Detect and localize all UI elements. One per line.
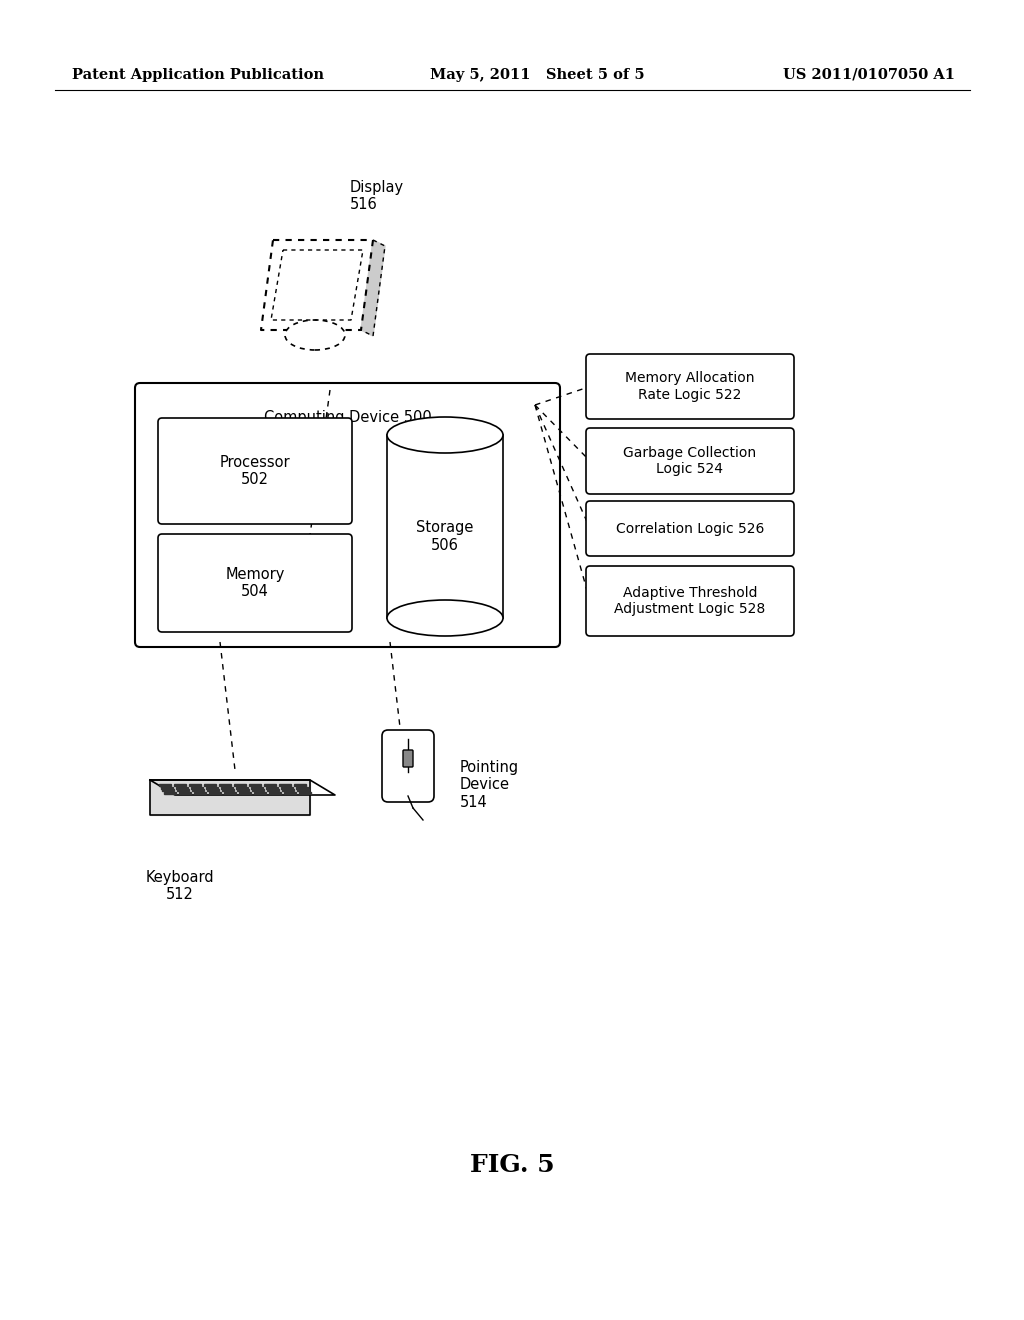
Text: May 5, 2011   Sheet 5 of 5: May 5, 2011 Sheet 5 of 5 [430, 69, 645, 82]
Polygon shape [221, 787, 232, 788]
Text: US 2011/0107050 A1: US 2011/0107050 A1 [783, 69, 955, 82]
FancyBboxPatch shape [586, 502, 794, 556]
FancyBboxPatch shape [403, 750, 413, 767]
Text: Computing Device 500: Computing Device 500 [263, 411, 431, 425]
Polygon shape [250, 784, 261, 785]
Polygon shape [190, 787, 203, 788]
Polygon shape [176, 787, 187, 788]
FancyBboxPatch shape [158, 418, 352, 524]
Polygon shape [294, 784, 306, 785]
Polygon shape [252, 789, 264, 791]
Polygon shape [193, 789, 204, 791]
Polygon shape [280, 784, 292, 785]
Polygon shape [177, 789, 189, 791]
Polygon shape [207, 789, 219, 791]
Text: Memory
504: Memory 504 [225, 566, 285, 599]
Polygon shape [299, 792, 310, 795]
Polygon shape [206, 787, 218, 788]
Text: FIG. 5: FIG. 5 [470, 1152, 554, 1177]
Polygon shape [239, 792, 251, 795]
Polygon shape [194, 792, 206, 795]
Polygon shape [267, 789, 280, 791]
Polygon shape [161, 787, 173, 788]
Polygon shape [264, 784, 276, 785]
Text: Pointing
Device
514: Pointing Device 514 [460, 760, 519, 809]
Polygon shape [296, 787, 308, 788]
Polygon shape [150, 780, 335, 795]
Polygon shape [150, 780, 310, 814]
Text: Patent Application Publication: Patent Application Publication [72, 69, 324, 82]
Polygon shape [266, 787, 278, 788]
Polygon shape [268, 792, 281, 795]
FancyBboxPatch shape [586, 354, 794, 418]
Ellipse shape [387, 417, 503, 453]
Text: Display
516: Display 516 [350, 180, 404, 213]
Polygon shape [205, 784, 216, 785]
Polygon shape [251, 787, 263, 788]
FancyBboxPatch shape [586, 428, 794, 494]
Text: Garbage Collection
Logic 524: Garbage Collection Logic 524 [624, 446, 757, 477]
FancyBboxPatch shape [382, 730, 434, 803]
Polygon shape [281, 787, 293, 788]
Polygon shape [283, 789, 294, 791]
Polygon shape [254, 792, 265, 795]
Polygon shape [174, 784, 186, 785]
FancyBboxPatch shape [586, 566, 794, 636]
Text: Processor
502: Processor 502 [220, 455, 291, 487]
Ellipse shape [387, 601, 503, 636]
Text: Keyboard
512: Keyboard 512 [145, 870, 214, 903]
Polygon shape [284, 792, 296, 795]
Text: Memory Allocation
Rate Logic 522: Memory Allocation Rate Logic 522 [626, 371, 755, 401]
Polygon shape [361, 240, 385, 337]
Polygon shape [164, 792, 175, 795]
Text: Correlation Logic 526: Correlation Logic 526 [615, 521, 764, 536]
Text: Storage
506: Storage 506 [417, 520, 474, 553]
Polygon shape [189, 784, 202, 785]
Bar [387, 436, 503, 618]
Polygon shape [162, 789, 174, 791]
FancyBboxPatch shape [158, 535, 352, 632]
Polygon shape [219, 784, 231, 785]
Polygon shape [236, 787, 248, 788]
Polygon shape [222, 789, 234, 791]
Polygon shape [297, 789, 309, 791]
Ellipse shape [285, 319, 345, 350]
Polygon shape [238, 789, 249, 791]
Polygon shape [209, 792, 220, 795]
Text: Adaptive Threshold
Adjustment Logic 528: Adaptive Threshold Adjustment Logic 528 [614, 586, 766, 616]
Polygon shape [160, 784, 171, 785]
Polygon shape [223, 792, 236, 795]
Polygon shape [234, 784, 247, 785]
Polygon shape [178, 792, 190, 795]
FancyBboxPatch shape [135, 383, 560, 647]
